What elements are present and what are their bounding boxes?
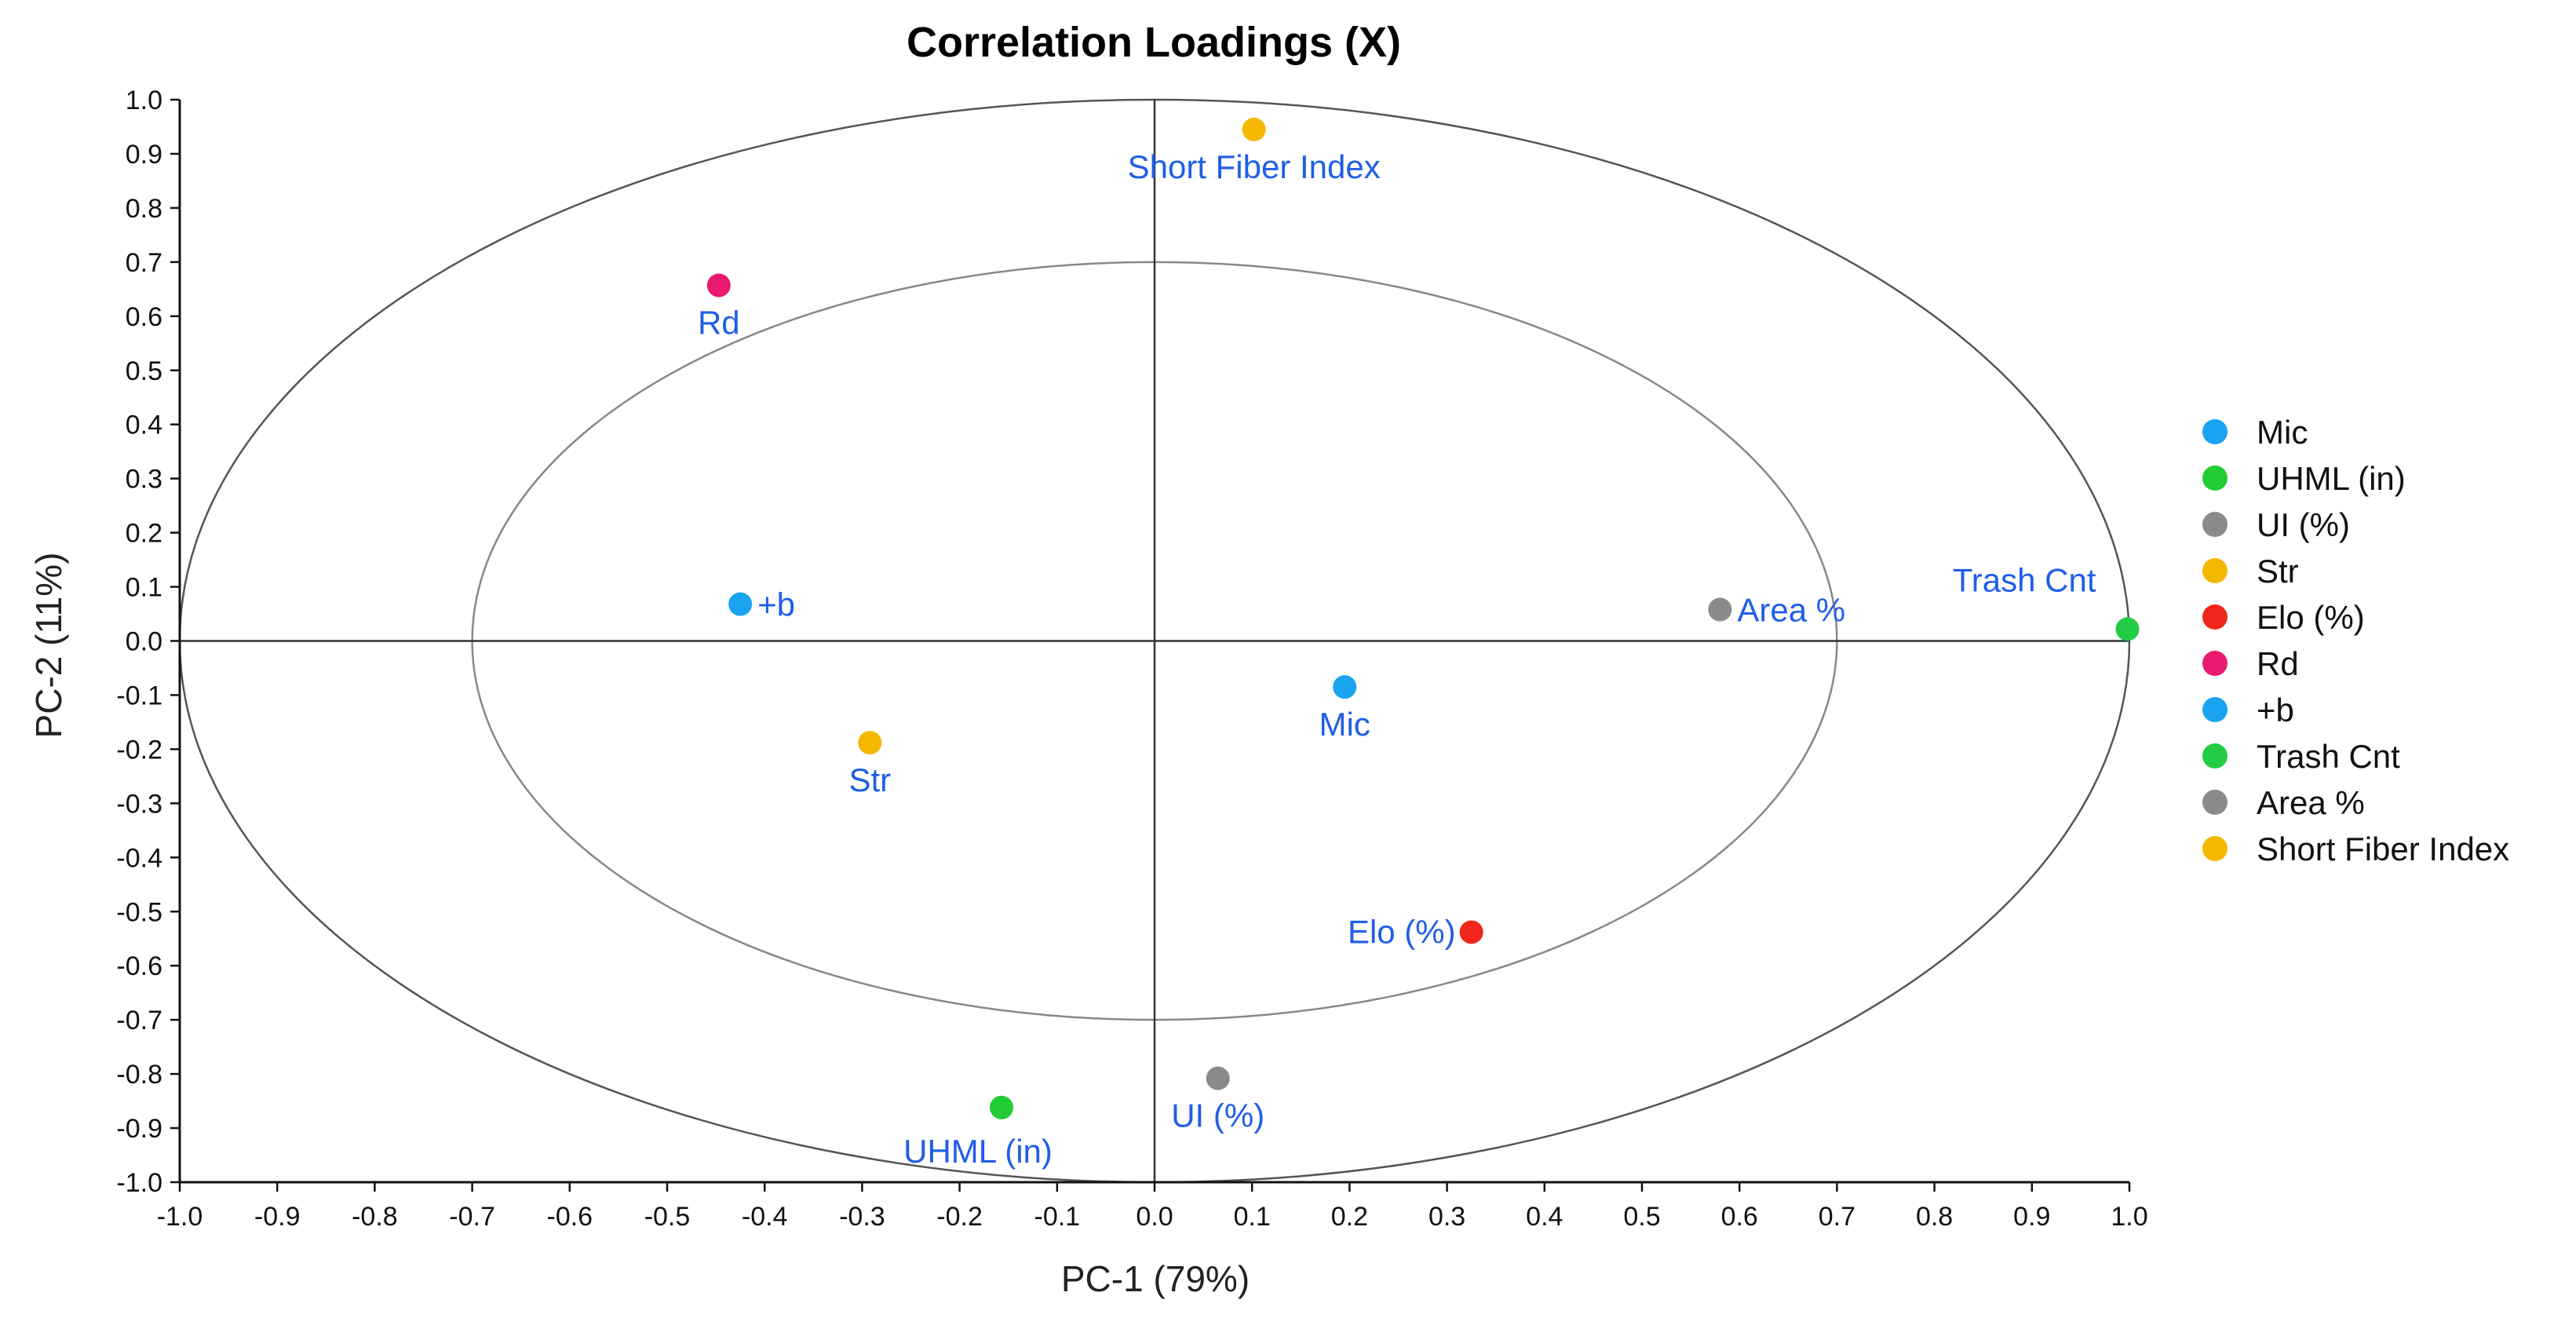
y-tick-label: 0.3 xyxy=(126,465,162,495)
x-tick-label: 0.3 xyxy=(1428,1202,1465,1232)
x-tick-label: 0.6 xyxy=(1721,1202,1758,1232)
legend-label-trash-cnt: Trash Cnt xyxy=(2257,738,2400,775)
point-label-area: Area % xyxy=(1737,592,1845,629)
legend-label-uhml-in: UHML (in) xyxy=(2257,460,2406,497)
point-label-short-fiber-index: Short Fiber Index xyxy=(1128,148,1381,185)
y-tick-label: 1.0 xyxy=(126,86,162,115)
legend-marker-uhml-in xyxy=(2202,465,2228,491)
x-axis-title: PC-1 (79%) xyxy=(1061,1258,1250,1299)
y-tick-label: 0.1 xyxy=(126,573,162,603)
x-tick-label: -0.1 xyxy=(1034,1202,1081,1232)
x-tick-label: -0.8 xyxy=(352,1202,398,1232)
x-tick-label: -1.0 xyxy=(157,1202,203,1232)
legend-label-short-fiber-index: Short Fiber Index xyxy=(2257,831,2509,867)
y-tick-label: 0.7 xyxy=(126,248,162,278)
x-tick-label: 1.0 xyxy=(2111,1202,2147,1232)
x-tick-label: 0.7 xyxy=(1819,1202,1855,1232)
legend-marker-trash-cnt xyxy=(2202,743,2228,769)
y-tick-label: 0.8 xyxy=(126,194,162,224)
x-tick-label: 0.2 xyxy=(1331,1202,1368,1232)
legend-label-str: Str xyxy=(2257,553,2299,590)
point-label-trash-cnt: Trash Cnt xyxy=(1953,561,2096,598)
point-label-elo: Elo (%) xyxy=(1348,913,1456,950)
y-tick-label: -0.5 xyxy=(116,897,162,927)
point-label-ui: UI (%) xyxy=(1171,1097,1264,1134)
plot-area xyxy=(178,98,2131,1184)
y-tick-label: -0.7 xyxy=(116,1006,162,1035)
y-tick-label: -0.2 xyxy=(116,735,162,765)
legend-marker-elo xyxy=(2202,604,2228,630)
y-tick-label: -0.9 xyxy=(116,1114,162,1144)
x-tick-label: -0.5 xyxy=(644,1202,691,1232)
legend-marker-rd xyxy=(2202,651,2228,676)
point-ui xyxy=(1206,1066,1230,1090)
legend-marker-ui xyxy=(2202,512,2228,537)
y-tick-label: 0.0 xyxy=(126,627,162,657)
y-tick-label: 0.4 xyxy=(126,411,162,440)
legend-label-ui: UI (%) xyxy=(2257,506,2350,543)
axis-ticks: -1.0 -0.9 -0.8 -0.7 -0.6 -0.5 -0.4 -0.3 -0.2 -0.1… xyxy=(116,86,2147,1232)
loading-points: Mic UHML (in) UI (%) Str Elo (%) Rd +b Trash Cn… xyxy=(698,117,2140,1170)
point-short-fiber-index xyxy=(1242,117,1266,141)
legend: Mic UHML (in) UI (%) Str Elo (%) Rd +b Trash Cn… xyxy=(2202,414,2509,867)
legend-marker-short-fiber-index xyxy=(2202,836,2228,861)
point-trash-cnt xyxy=(2115,617,2140,641)
legend-label-b: +b xyxy=(2257,692,2294,728)
y-tick-label: -0.1 xyxy=(116,681,162,710)
x-tick-label: 0.4 xyxy=(1526,1202,1563,1232)
point-str xyxy=(858,731,882,755)
legend-label-area: Area % xyxy=(2257,784,2365,821)
y-tick-label: 0.6 xyxy=(126,302,162,332)
y-tick-label: -0.8 xyxy=(116,1060,162,1090)
y-tick-label: -1.0 xyxy=(116,1168,162,1198)
point-label-rd: Rd xyxy=(698,304,740,341)
legend-marker-mic xyxy=(2202,419,2228,444)
point-b xyxy=(728,592,753,616)
point-area xyxy=(1708,597,1732,622)
x-tick-label: -0.3 xyxy=(839,1202,885,1232)
legend-marker-area xyxy=(2202,790,2228,815)
legend-label-elo: Elo (%) xyxy=(2257,599,2365,636)
x-tick-label: -0.2 xyxy=(936,1202,983,1232)
x-tick-label: 0.8 xyxy=(1916,1202,1953,1232)
legend-marker-b xyxy=(2202,697,2228,722)
y-tick-label: -0.6 xyxy=(116,951,162,981)
x-tick-label: -0.9 xyxy=(254,1202,301,1232)
point-elo xyxy=(1459,920,1483,944)
x-tick-label: -0.4 xyxy=(742,1202,788,1232)
legend-label-rd: Rd xyxy=(2257,645,2299,682)
y-tick-label: 0.2 xyxy=(126,519,162,549)
point-uhml-in xyxy=(990,1095,1014,1119)
y-tick-label: -0.3 xyxy=(116,789,162,819)
x-tick-label: -0.6 xyxy=(547,1202,593,1232)
y-axis-title: PC-2 (11%) xyxy=(28,553,69,739)
legend-marker-str xyxy=(2202,558,2228,583)
legend-label-mic: Mic xyxy=(2257,414,2308,451)
y-tick-label: 0.9 xyxy=(126,140,162,170)
y-tick-label: 0.5 xyxy=(126,356,162,386)
x-tick-label: 0.5 xyxy=(1623,1202,1660,1232)
x-tick-label: -0.7 xyxy=(449,1202,495,1232)
x-tick-label: 0.0 xyxy=(1136,1202,1173,1232)
point-mic xyxy=(1333,675,1357,699)
point-label-uhml-in: UHML (in) xyxy=(903,1133,1053,1170)
point-label-str: Str xyxy=(849,761,892,798)
chart-title: Correlation Loadings (X) xyxy=(907,19,1401,66)
x-tick-label: 0.9 xyxy=(2013,1202,2050,1232)
x-tick-label: 0.1 xyxy=(1234,1202,1271,1232)
y-tick-label: -0.4 xyxy=(116,843,162,873)
point-label-b: +b xyxy=(757,586,795,623)
point-rd xyxy=(706,273,731,298)
point-label-mic: Mic xyxy=(1319,706,1370,743)
